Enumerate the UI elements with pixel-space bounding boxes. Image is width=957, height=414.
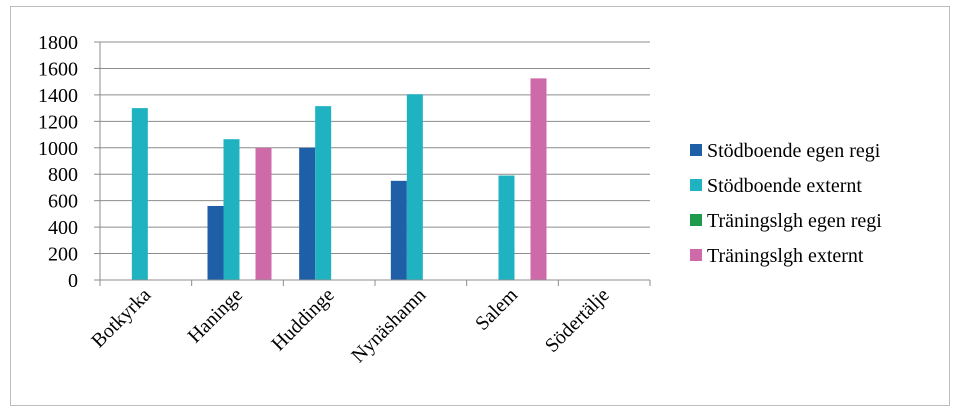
bars [131, 78, 547, 280]
y-tick-label: 600 [48, 191, 78, 213]
x-tick-label: Södertälje [541, 284, 614, 357]
x-tick-label: Salem [471, 284, 522, 335]
bar [255, 147, 272, 280]
bar [223, 139, 240, 280]
y-axis-ticks: 0 200 400 600 800 1000 1200 1400 1600 1800 [38, 32, 100, 292]
y-tick-label: 400 [48, 217, 78, 239]
legend-swatch [690, 179, 702, 191]
bar [299, 147, 316, 280]
legend-swatch [690, 249, 702, 261]
legend-swatch [690, 144, 702, 156]
bar [530, 78, 547, 280]
bar [207, 205, 224, 280]
chart-frame [10, 6, 950, 406]
axes [99, 42, 650, 281]
gridlines [100, 41, 650, 255]
x-axis-ticks: Botkyrka Haninge Huddinge Nynäshamn Salem Söd… [87, 280, 651, 367]
y-tick-label: 1200 [38, 111, 78, 133]
x-tick-label: Botkyrka [87, 284, 155, 352]
legend-label: Träningslgh externt [707, 245, 864, 267]
x-tick-label: Huddinge [267, 284, 338, 355]
y-tick-label: 800 [48, 164, 78, 186]
y-tick-label: 1800 [38, 32, 78, 54]
y-tick-label: 1000 [38, 138, 78, 160]
legend-label: Stödboende egen regi [707, 140, 881, 162]
bar [498, 175, 515, 280]
bar [315, 106, 332, 280]
y-tick-label: 1400 [38, 85, 78, 107]
x-tick-label: Nynäshamn [347, 284, 430, 367]
legend-label: Stödboende externt [707, 175, 862, 197]
bar [131, 108, 148, 280]
legend-swatch [690, 214, 702, 226]
y-tick-label: 200 [48, 244, 78, 266]
legend: Stödboende egen regi Stödboende externt Tr… [690, 140, 882, 267]
x-tick-label: Haninge [184, 284, 248, 348]
bar [390, 180, 407, 280]
y-tick-label: 1600 [38, 58, 78, 80]
legend-label: Träningslgh egen regi [707, 210, 882, 232]
y-tick-label: 0 [68, 270, 78, 292]
bar [406, 94, 423, 280]
